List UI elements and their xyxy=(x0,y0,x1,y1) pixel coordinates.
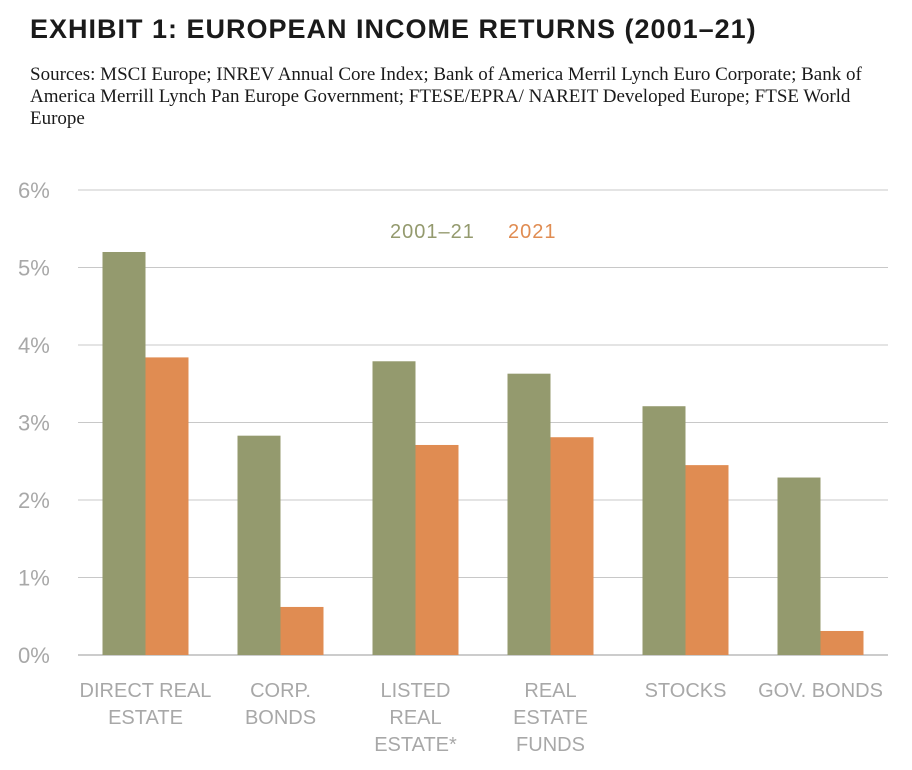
category-label: LISTED xyxy=(380,680,450,702)
legend: 2001–21 2021 xyxy=(390,221,557,243)
category-label: CORP. xyxy=(250,680,311,702)
category-label: FUNDS xyxy=(516,734,585,756)
bar xyxy=(550,437,594,655)
category-label: STOCKS xyxy=(645,680,727,702)
category-label: ESTATE xyxy=(513,707,588,729)
legend-label: 2021 xyxy=(508,221,557,243)
category-label: REAL xyxy=(389,707,441,729)
category-label: ESTATE xyxy=(108,707,183,729)
category-label: DIRECT REAL xyxy=(80,680,212,702)
y-tick-label: 3% xyxy=(18,411,50,436)
y-tick-label: 5% xyxy=(18,256,50,281)
y-tick-label: 1% xyxy=(18,566,50,591)
category-label: REAL xyxy=(524,680,576,702)
bar xyxy=(820,630,864,655)
legend-label: 2001–21 xyxy=(390,221,475,243)
grid-layer: 0% 1% 2% 3% 4% 5% 6% xyxy=(18,178,888,668)
category-labels: DIRECT REAL ESTATE CORP. BONDS LISTED REAL EST… xyxy=(80,680,883,756)
y-tick-label: 6% xyxy=(18,178,50,203)
bar xyxy=(415,444,459,655)
bar xyxy=(507,373,551,655)
bar xyxy=(280,606,324,655)
bar xyxy=(237,435,281,655)
bar xyxy=(372,361,416,655)
bar xyxy=(777,477,821,655)
y-tick-label: 2% xyxy=(18,488,50,513)
y-tick-label: 0% xyxy=(18,643,50,668)
y-tick-label: 4% xyxy=(18,333,50,358)
category-label: BONDS xyxy=(245,707,316,729)
bars-layer xyxy=(102,252,864,655)
bar xyxy=(685,465,729,655)
category-label: GOV. BONDS xyxy=(758,680,883,702)
chart-title: EXHIBIT 1: EUROPEAN INCOME RETURNS (2001… xyxy=(30,14,757,44)
bar xyxy=(642,406,686,655)
chart-sources: Sources: MSCI Europe; INREV Annual Core … xyxy=(30,64,862,129)
category-label: ESTATE* xyxy=(374,734,457,756)
bar xyxy=(102,252,146,655)
bar xyxy=(145,357,189,655)
